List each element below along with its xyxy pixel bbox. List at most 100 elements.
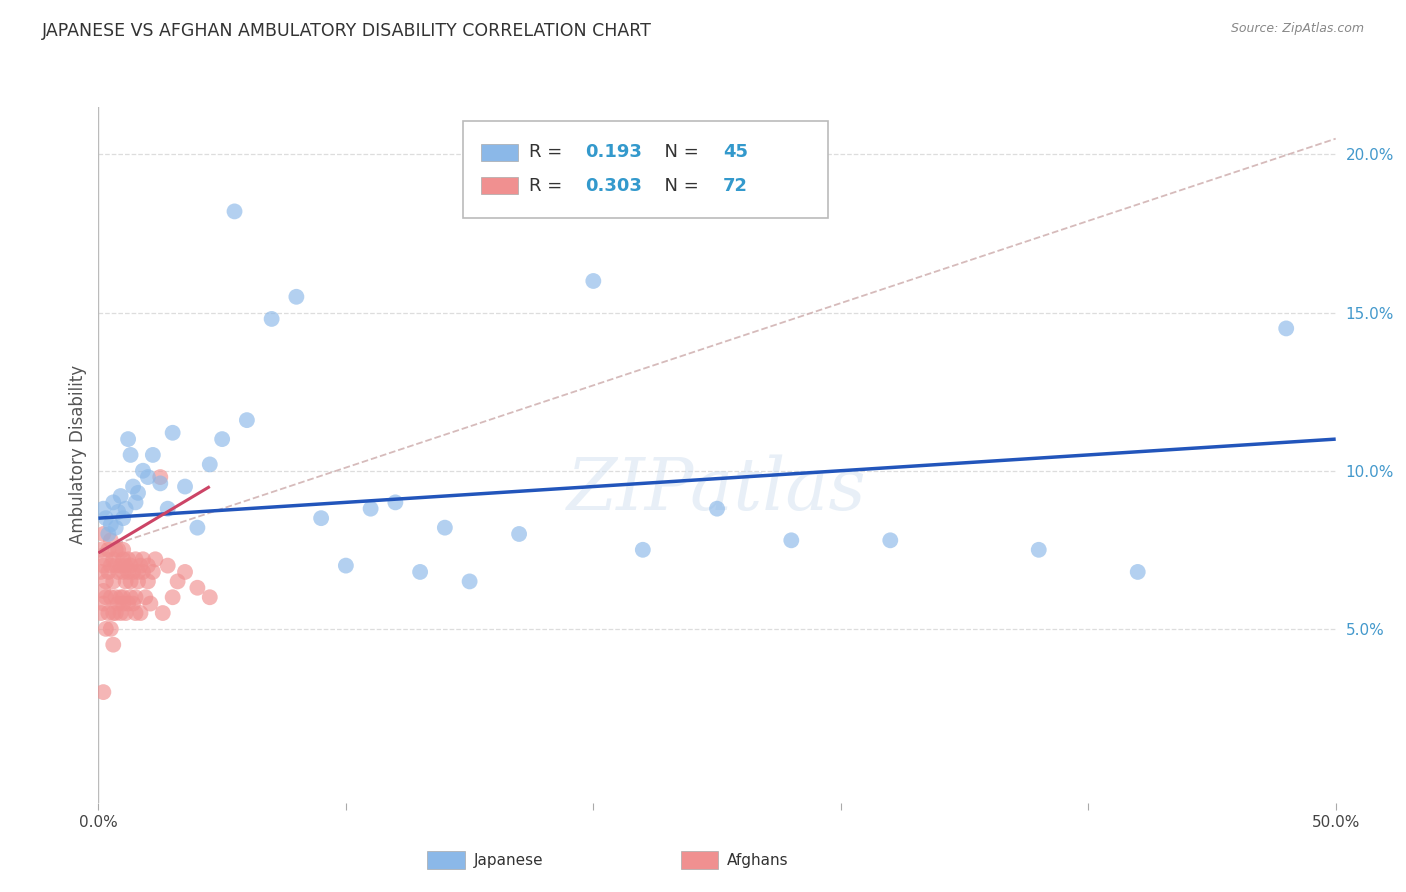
Point <box>97 542 120 557</box>
Point <box>97 527 120 541</box>
Point <box>94 511 117 525</box>
Point <box>114 558 136 573</box>
Point <box>780 533 803 548</box>
Point <box>136 470 159 484</box>
Point <box>879 533 901 548</box>
Point <box>90 542 112 557</box>
Point <box>124 495 146 509</box>
FancyBboxPatch shape <box>464 121 828 219</box>
Point <box>112 591 135 605</box>
Point <box>186 521 208 535</box>
Point <box>129 606 152 620</box>
Point <box>107 565 129 579</box>
Point <box>139 597 162 611</box>
Point <box>120 448 142 462</box>
Point <box>433 521 456 535</box>
Point <box>103 638 125 652</box>
Point <box>120 558 142 573</box>
Point <box>198 591 221 605</box>
Point <box>124 606 146 620</box>
Point <box>93 685 115 699</box>
Point <box>90 565 112 579</box>
Point <box>132 552 155 566</box>
Text: ZIPatlas: ZIPatlas <box>567 454 868 525</box>
Point <box>120 574 142 589</box>
Point <box>136 574 159 589</box>
Text: 0.193: 0.193 <box>585 144 641 161</box>
Point <box>97 606 120 620</box>
Point <box>97 565 120 579</box>
Point <box>409 565 432 579</box>
Point <box>156 558 179 573</box>
Point <box>174 565 197 579</box>
Point <box>100 622 122 636</box>
Point <box>107 542 129 557</box>
Point <box>309 511 332 525</box>
Point <box>134 591 156 605</box>
Point <box>114 606 136 620</box>
Point <box>1275 321 1298 335</box>
Point <box>103 552 125 566</box>
Point <box>107 505 129 519</box>
Point <box>335 558 357 573</box>
Text: R =: R = <box>529 177 568 194</box>
Point <box>1126 565 1149 579</box>
Point <box>112 552 135 566</box>
Point <box>236 413 259 427</box>
Point <box>124 552 146 566</box>
Point <box>112 565 135 579</box>
Text: N =: N = <box>652 144 704 161</box>
Point <box>124 591 146 605</box>
Point <box>103 574 125 589</box>
Point <box>94 622 117 636</box>
Point <box>107 597 129 611</box>
Point <box>122 565 145 579</box>
Point <box>142 448 165 462</box>
Point <box>122 597 145 611</box>
Text: 72: 72 <box>723 177 748 194</box>
Point <box>100 517 122 532</box>
Point <box>142 565 165 579</box>
Text: N =: N = <box>652 177 704 194</box>
Point <box>162 425 184 440</box>
Point <box>162 591 184 605</box>
Point <box>384 495 406 509</box>
Point <box>112 597 135 611</box>
Point <box>93 583 115 598</box>
Point <box>112 511 135 525</box>
Point <box>100 558 122 573</box>
Point <box>93 527 115 541</box>
Point <box>93 597 115 611</box>
Point <box>260 312 283 326</box>
Point <box>149 476 172 491</box>
Point <box>152 606 174 620</box>
Point <box>120 591 142 605</box>
Point <box>127 574 149 589</box>
Point <box>93 501 115 516</box>
FancyBboxPatch shape <box>481 178 517 194</box>
Point <box>117 432 139 446</box>
Point <box>104 558 127 573</box>
Point <box>104 591 127 605</box>
Text: JAPANESE VS AFGHAN AMBULATORY DISABILITY CORRELATION CHART: JAPANESE VS AFGHAN AMBULATORY DISABILITY… <box>42 22 652 40</box>
Point <box>112 542 135 557</box>
Point <box>104 542 127 557</box>
Point <box>94 552 117 566</box>
Text: R =: R = <box>529 144 568 161</box>
Text: Japanese: Japanese <box>474 854 544 868</box>
Point <box>132 565 155 579</box>
Point <box>582 274 605 288</box>
Point <box>100 533 122 548</box>
Point <box>166 574 188 589</box>
Point <box>122 479 145 493</box>
Point <box>93 558 115 573</box>
Text: 45: 45 <box>723 144 748 161</box>
Point <box>285 290 308 304</box>
Point <box>143 552 166 566</box>
Point <box>103 606 125 620</box>
Point <box>100 591 122 605</box>
Point <box>94 574 117 589</box>
Point <box>156 501 179 516</box>
Text: Afghans: Afghans <box>727 854 789 868</box>
Point <box>360 501 382 516</box>
